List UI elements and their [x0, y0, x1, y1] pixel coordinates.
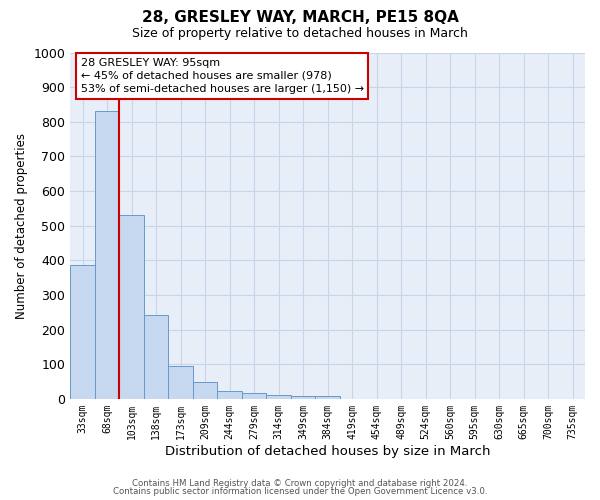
Bar: [316, 396, 340, 399]
Bar: [242, 394, 266, 399]
Text: 28 GRESLEY WAY: 95sqm
← 45% of detached houses are smaller (978)
53% of semi-det: 28 GRESLEY WAY: 95sqm ← 45% of detached …: [80, 58, 364, 94]
Bar: [95, 112, 119, 399]
Bar: [70, 266, 95, 399]
Bar: [169, 366, 193, 399]
Bar: [144, 315, 169, 399]
Bar: [266, 396, 291, 399]
Y-axis label: Number of detached properties: Number of detached properties: [15, 132, 28, 318]
Text: 28, GRESLEY WAY, MARCH, PE15 8QA: 28, GRESLEY WAY, MARCH, PE15 8QA: [142, 10, 458, 25]
Bar: [217, 391, 242, 399]
Text: Contains HM Land Registry data © Crown copyright and database right 2024.: Contains HM Land Registry data © Crown c…: [132, 478, 468, 488]
Text: Size of property relative to detached houses in March: Size of property relative to detached ho…: [132, 28, 468, 40]
X-axis label: Distribution of detached houses by size in March: Distribution of detached houses by size …: [165, 444, 490, 458]
Bar: [291, 396, 316, 399]
Bar: [193, 382, 217, 399]
Text: Contains public sector information licensed under the Open Government Licence v3: Contains public sector information licen…: [113, 487, 487, 496]
Bar: [119, 216, 144, 399]
